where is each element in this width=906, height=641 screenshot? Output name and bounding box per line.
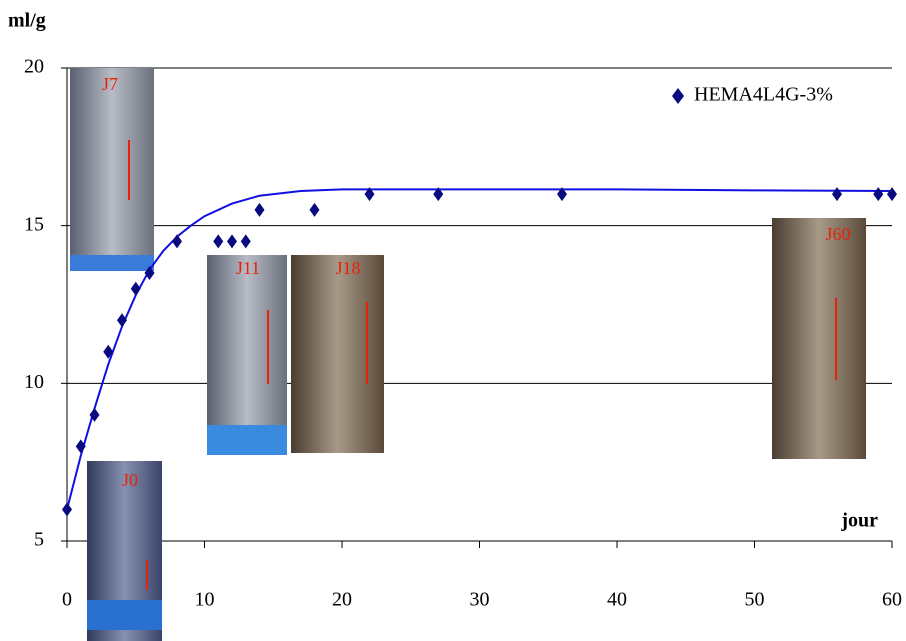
inset-photo: J7 bbox=[70, 68, 154, 271]
inset-photo: J0 bbox=[87, 461, 162, 641]
inset-label: J7 bbox=[102, 74, 118, 94]
data-point bbox=[254, 202, 265, 217]
x-tick-label: 50 bbox=[745, 589, 765, 611]
data-point bbox=[103, 344, 114, 359]
inset-photo: J11 bbox=[207, 255, 287, 455]
data-point bbox=[117, 313, 127, 328]
data-point bbox=[309, 202, 320, 217]
data-point bbox=[240, 234, 251, 249]
data-layer: HEMA4L4G-3% bbox=[62, 84, 897, 517]
y-tick-label: 20 bbox=[24, 56, 44, 78]
legend-marker bbox=[672, 88, 684, 104]
y-axis-label: ml/g bbox=[8, 10, 46, 32]
data-point bbox=[873, 187, 884, 202]
data-point bbox=[75, 439, 86, 454]
plot-area: 5 10 15 20 0 10 20 30 40 50 60 bbox=[24, 56, 902, 611]
x-tick-label: 0 bbox=[62, 589, 72, 611]
data-point bbox=[213, 234, 224, 249]
inset-photo: J60 bbox=[772, 218, 866, 459]
data-point bbox=[172, 234, 182, 249]
data-point bbox=[887, 187, 897, 202]
inset-label: J11 bbox=[236, 258, 260, 278]
inset-label: J0 bbox=[122, 470, 138, 490]
inset-label: J18 bbox=[335, 258, 360, 278]
y-tick-label: 5 bbox=[34, 529, 44, 551]
data-point bbox=[227, 234, 237, 249]
legend-label: HEMA4L4G-3% bbox=[694, 84, 833, 106]
inset-photo: J18 bbox=[291, 255, 384, 453]
x-tick-label: 10 bbox=[195, 589, 215, 611]
y-tick-label: 10 bbox=[24, 371, 44, 393]
x-tick-label: 60 bbox=[882, 589, 902, 611]
data-point bbox=[433, 187, 444, 202]
data-point bbox=[832, 187, 842, 202]
data-point bbox=[144, 265, 155, 280]
trend-line bbox=[66, 188, 893, 510]
data-point bbox=[364, 187, 375, 202]
x-tick-label: 40 bbox=[607, 589, 627, 611]
x-tick-label: 20 bbox=[332, 589, 352, 611]
x-axis-label: jour bbox=[840, 510, 878, 532]
data-point bbox=[89, 407, 100, 422]
data-point bbox=[557, 187, 567, 202]
x-tick-label: 30 bbox=[470, 589, 490, 611]
data-point bbox=[130, 281, 141, 296]
inset-label: J60 bbox=[825, 224, 850, 244]
y-tick-label: 15 bbox=[24, 213, 44, 235]
data-point bbox=[62, 502, 72, 517]
